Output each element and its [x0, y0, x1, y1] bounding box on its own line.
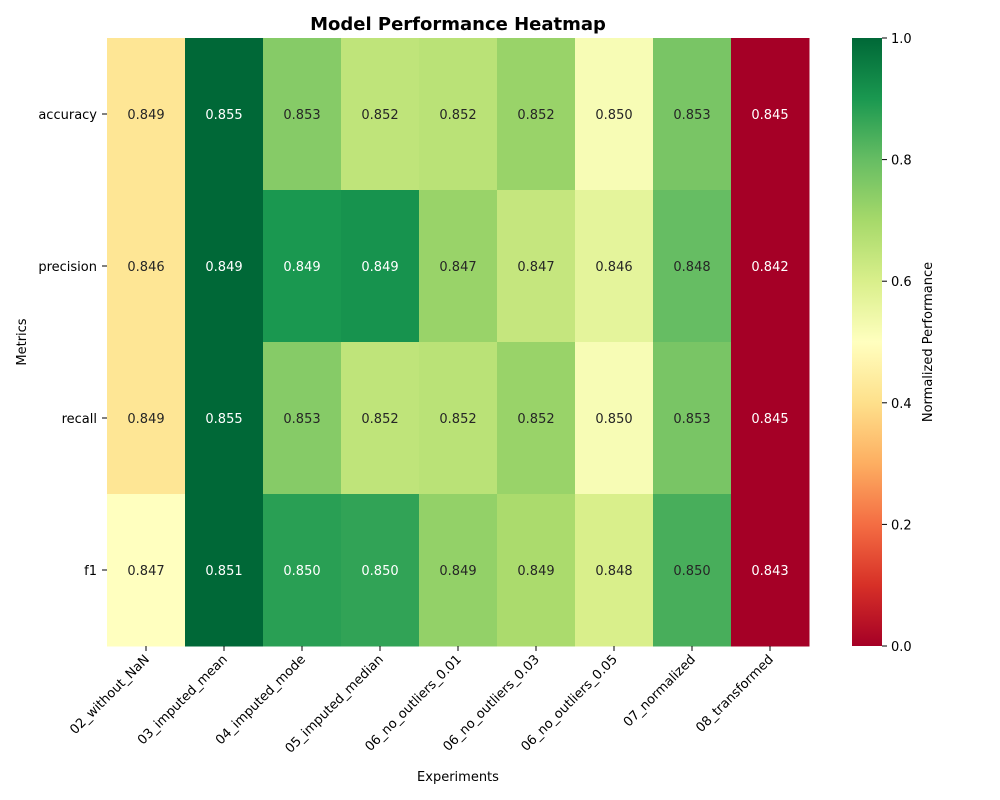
- cell-value-label: 0.847: [517, 260, 554, 275]
- heatmap-cell: [341, 38, 420, 191]
- x-axis-label: Experiments: [417, 770, 499, 785]
- heatmap-cell: [419, 190, 498, 343]
- heatmap-cell: [731, 190, 810, 343]
- heatmap-cell: [107, 38, 186, 191]
- cell-value-label: 0.853: [673, 412, 710, 427]
- heatmap-cell: [575, 38, 654, 191]
- cell-value-label: 0.849: [361, 260, 398, 275]
- cell-value-label: 0.850: [595, 108, 632, 123]
- colorbar: [852, 38, 882, 646]
- heatmap-cell: [653, 494, 732, 647]
- colorbar-tick-label: 0.4: [891, 397, 912, 412]
- cell-value-label: 0.851: [205, 564, 242, 579]
- heatmap-cell: [731, 38, 810, 191]
- heatmap-cell: [263, 494, 342, 647]
- heatmap-cell: [653, 342, 732, 495]
- cell-value-label: 0.847: [439, 260, 476, 275]
- colorbar-tick-label: 0.0: [891, 640, 912, 655]
- y-axis-label: Metrics: [15, 318, 30, 365]
- cell-value-label: 0.848: [673, 260, 710, 275]
- cell-value-label: 0.853: [283, 412, 320, 427]
- heatmap-cell: [263, 342, 342, 495]
- heatmap-cell: [107, 190, 186, 343]
- heatmap-cell: [341, 494, 420, 647]
- cell-value-label: 0.853: [283, 108, 320, 123]
- cell-value-label: 0.852: [361, 412, 398, 427]
- cell-value-label: 0.850: [595, 412, 632, 427]
- cell-value-label: 0.849: [127, 108, 164, 123]
- x-axis: 02_without_NaN03_imputed_mean04_imputed_…: [67, 646, 777, 756]
- colorbar-label: Normalized Performance: [921, 262, 936, 422]
- heatmap-cell: [497, 38, 576, 191]
- heatmap-cell: [419, 494, 498, 647]
- heatmap-cell: [653, 38, 732, 191]
- cell-value-label: 0.852: [517, 108, 554, 123]
- x-tick-label: 07_normalized: [621, 652, 699, 730]
- cell-value-label: 0.850: [361, 564, 398, 579]
- colorbar-tick-label: 1.0: [891, 32, 912, 47]
- cell-value-label: 0.847: [127, 564, 164, 579]
- cell-value-label: 0.845: [751, 412, 788, 427]
- heatmap-cell: [185, 190, 264, 343]
- heatmap-cell: [419, 342, 498, 495]
- cell-value-label: 0.849: [127, 412, 164, 427]
- cell-value-label: 0.855: [205, 412, 242, 427]
- heatmap-cell: [107, 342, 186, 495]
- heatmap-cell: [575, 494, 654, 647]
- cell-value-label: 0.855: [205, 108, 242, 123]
- cell-value-label: 0.846: [127, 260, 164, 275]
- heatmap-cell: [653, 190, 732, 343]
- heatmap-cell: [263, 38, 342, 191]
- heatmap-cell: [185, 494, 264, 647]
- heatmap-cell: [341, 342, 420, 495]
- y-tick-label: precision: [38, 260, 97, 275]
- x-tick-label: 08_transformed: [693, 652, 776, 735]
- y-tick-label: accuracy: [38, 108, 97, 123]
- cell-value-label: 0.843: [751, 564, 788, 579]
- cell-value-label: 0.849: [517, 564, 554, 579]
- cell-value-label: 0.846: [595, 260, 632, 275]
- y-tick-label: f1: [84, 564, 97, 579]
- cell-value-label: 0.853: [673, 108, 710, 123]
- cell-value-label: 0.852: [439, 108, 476, 123]
- heatmap-cell: [575, 342, 654, 495]
- chart-title: Model Performance Heatmap: [310, 14, 606, 35]
- heatmap-cell: [185, 342, 264, 495]
- colorbar-tick-label: 0.8: [891, 154, 912, 169]
- cell-value-label: 0.848: [595, 564, 632, 579]
- heatmap-cell: [341, 190, 420, 343]
- x-tick-label: 02_without_NaN: [67, 652, 152, 737]
- heatmap-cells: [107, 38, 810, 647]
- heatmap-cell-labels: 0.849 0.855 0.853 0.852 0.852 0.852 0.850 0.853…: [127, 108, 788, 579]
- cell-value-label: 0.850: [673, 564, 710, 579]
- cell-value-label: 0.850: [283, 564, 320, 579]
- cell-value-label: 0.849: [439, 564, 476, 579]
- heatmap-cell: [497, 494, 576, 647]
- cell-value-label: 0.842: [751, 260, 788, 275]
- cell-value-label: 0.852: [361, 108, 398, 123]
- heatmap-cell: [731, 342, 810, 495]
- heatmap-cell: [185, 38, 264, 191]
- cell-value-label: 0.849: [283, 260, 320, 275]
- cell-value-label: 0.845: [751, 108, 788, 123]
- colorbar-tick-label: 0.6: [891, 275, 912, 290]
- heatmap-cell: [263, 190, 342, 343]
- y-axis: accuracy precision recall f1: [38, 108, 107, 579]
- y-tick-label: recall: [62, 412, 97, 427]
- heatmap-cell: [107, 494, 186, 647]
- colorbar-ticks: 0.0 0.2 0.4 0.6 0.8 1.0: [882, 32, 912, 655]
- heatmap-cell: [731, 494, 810, 647]
- heatmap-cell: [419, 38, 498, 191]
- heatmap-cell: [497, 190, 576, 343]
- heatmap-cell: [497, 342, 576, 495]
- cell-value-label: 0.852: [439, 412, 476, 427]
- colorbar-tick-label: 0.2: [891, 518, 912, 533]
- heatmap-cell: [575, 190, 654, 343]
- cell-value-label: 0.849: [205, 260, 242, 275]
- cell-value-label: 0.852: [517, 412, 554, 427]
